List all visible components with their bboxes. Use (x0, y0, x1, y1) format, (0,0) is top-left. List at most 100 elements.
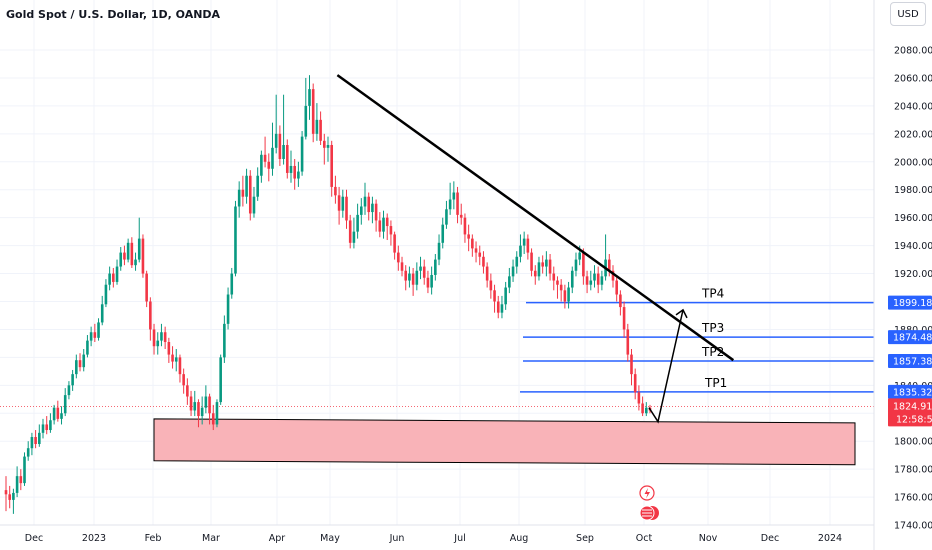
candle-body (341, 196, 345, 211)
candle-body (337, 195, 341, 211)
candle-body (193, 402, 197, 411)
candle-body (367, 196, 371, 213)
candle-body (248, 175, 252, 214)
candle-body (89, 332, 93, 341)
tp-price-badge-label: 1835.323 (893, 387, 932, 398)
x-tick-label: Apr (269, 533, 286, 544)
candle-body (496, 301, 500, 313)
tp-price-badge-label: 1874.483 (893, 333, 932, 344)
candle-body (160, 332, 163, 341)
candle-body (596, 273, 600, 285)
candle-body (52, 407, 56, 421)
candle-body (345, 196, 348, 221)
candle-body (322, 140, 326, 148)
candle-body (463, 217, 467, 235)
tp-label: TP1 (704, 376, 727, 390)
candle-body (41, 424, 45, 433)
candle-body (352, 231, 356, 243)
tp-price-badge (888, 354, 932, 369)
candle-body (467, 234, 470, 239)
candle-body (522, 238, 526, 246)
arrowhead-icon (675, 308, 688, 319)
candle-body (519, 245, 522, 257)
candle-body (434, 259, 437, 275)
candle-body (208, 396, 211, 414)
candle-body (304, 105, 308, 137)
candle-body (641, 403, 644, 414)
candle-body (45, 424, 49, 431)
candle-body (130, 242, 134, 266)
candle-body (234, 206, 237, 274)
y-tick-label: 1920.000 (894, 269, 932, 280)
trendline[interactable] (336, 74, 735, 362)
candle-body (149, 301, 152, 330)
x-tick-label: Aug (510, 533, 529, 544)
candle-body (219, 357, 222, 403)
candle-body (252, 196, 256, 214)
candle-body (615, 280, 618, 295)
candle-body (230, 273, 234, 295)
candle-body (574, 259, 578, 271)
candle-body (437, 242, 441, 260)
countdown-label: 12:58:59 (896, 414, 932, 425)
candle-body (115, 266, 119, 282)
time-axis[interactable]: Dec 2023 Feb Mar Apr May Jun Jul Aug Sep Oct Nov Dec… (25, 533, 842, 544)
candle-body (271, 147, 274, 169)
candle-body (82, 354, 86, 368)
candle-body (371, 203, 374, 213)
candle-body (578, 252, 581, 260)
candle-body (360, 206, 363, 215)
y-tick-label: 1780.000 (894, 465, 932, 476)
currency-button[interactable]: USD (890, 2, 926, 26)
tp-level-lines (520, 301, 874, 393)
candle-body (226, 294, 230, 324)
candle-body (186, 385, 189, 397)
candle-body (530, 252, 533, 271)
y-tick-label: 1740.000 (894, 521, 932, 532)
candle-body (515, 256, 519, 267)
candle-body (541, 262, 544, 267)
candle-body (178, 357, 182, 375)
candle-body (182, 374, 185, 386)
candle-body (297, 171, 300, 179)
candle-body (430, 274, 433, 288)
candle-body (426, 277, 430, 288)
candle-body (311, 89, 315, 134)
candle-body (533, 270, 537, 277)
y-tick-label: 2000.000 (894, 157, 932, 168)
candle-body (404, 270, 408, 281)
y-tick-label: 2040.000 (894, 101, 932, 112)
price-axis[interactable]: 2080.000 2060.000 2040.000 2020.000 2000.000… (894, 46, 932, 532)
candle-body (163, 332, 167, 343)
candle-body (382, 217, 385, 232)
candle-body (607, 259, 611, 271)
candle-body (559, 284, 563, 291)
candle-body (474, 248, 478, 253)
candle-body (419, 266, 422, 271)
candle-body (197, 402, 200, 417)
x-tick-label: Dec (25, 533, 43, 544)
y-tick-label: 1800.000 (894, 437, 932, 448)
candle-body (282, 145, 285, 159)
candle-body (174, 357, 178, 362)
us-flag-stripes-icon (642, 509, 652, 517)
candle-body (12, 492, 15, 500)
candle-body (441, 224, 445, 243)
projection-arrow[interactable] (648, 309, 684, 424)
candle-body (134, 259, 137, 266)
event-icons[interactable] (639, 485, 659, 521)
y-tick-label: 2080.000 (894, 46, 932, 57)
candle-body (611, 270, 615, 281)
candle-body (508, 276, 511, 288)
candle-body (415, 270, 419, 285)
x-tick-label: Feb (145, 533, 162, 544)
candle-body (585, 276, 589, 285)
candle-body (482, 256, 485, 267)
candle-body (537, 262, 541, 277)
candle-body (56, 407, 60, 419)
candle-body (112, 273, 115, 282)
candle-body (263, 154, 267, 162)
candle-body (637, 392, 641, 404)
tp-price-badge-label: 1857.381 (893, 357, 932, 368)
